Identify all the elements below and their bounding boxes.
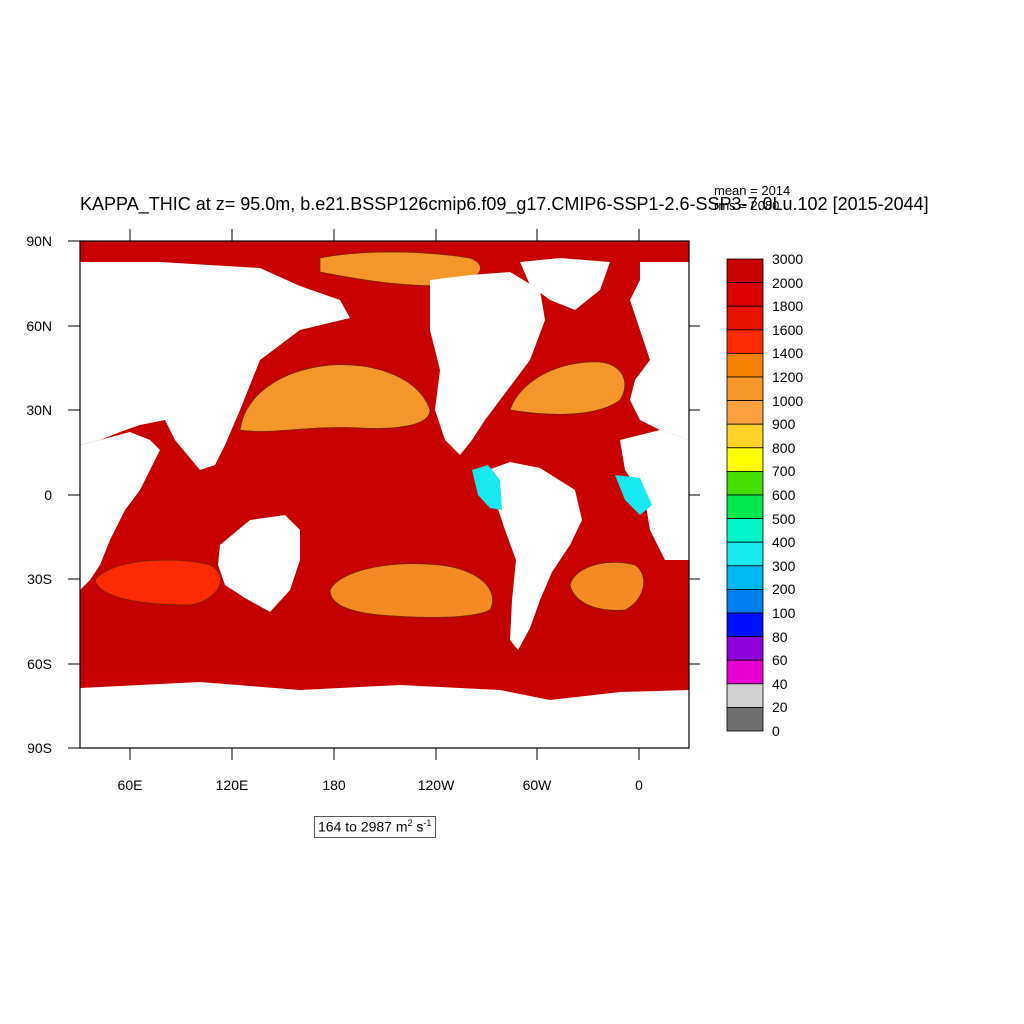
colorbar-swatch: [726, 329, 764, 354]
colorbar-swatch: [726, 518, 764, 543]
colorbar-swatch: [726, 494, 764, 520]
colorbar-swatch: [726, 400, 764, 425]
south-atlantic-gyre: [569, 562, 644, 611]
mean-value: mean = 2014: [714, 183, 791, 198]
colorbar-label: 1000: [772, 392, 804, 409]
north-pacific-gyre: [239, 364, 431, 432]
colorbar-label: 1400: [772, 345, 804, 362]
lat-label: 60S: [27, 656, 52, 672]
colorbar-swatch: [726, 589, 764, 614]
lat-label: 60N: [26, 318, 52, 334]
colorbar-swatch: [726, 707, 764, 732]
colorbar-swatch: [726, 541, 764, 567]
range-exp-1: 2: [407, 818, 413, 828]
europe-east: [630, 262, 689, 440]
colorbar-label: 60: [772, 652, 788, 669]
north-atlantic-gyre: [509, 361, 626, 415]
lon-label: 0: [635, 777, 643, 793]
colorbar-label: 600: [772, 487, 796, 503]
colorbar-swatch: [726, 352, 764, 378]
antarctica: [80, 682, 689, 748]
colorbar-label: 500: [772, 510, 796, 527]
colorbar-swatch: [726, 423, 764, 449]
colorbar-label: 2000: [772, 274, 804, 291]
lon-label: 60W: [522, 777, 552, 793]
colorbar-label: 700: [772, 463, 796, 480]
plot-title: KAPPA_THIC at z= 95.0m, b.e21.BSSP126cmi…: [80, 194, 929, 214]
indian-ocean-gyre: [94, 559, 221, 606]
lon-label: 120E: [215, 777, 249, 793]
colorbar-label: 200: [772, 581, 796, 598]
south-america: [488, 462, 582, 650]
east-atlantic-tongue: [615, 475, 652, 515]
colorbar-label: 40: [772, 675, 788, 692]
colorbar-label: 400: [772, 534, 796, 551]
australia: [218, 515, 300, 612]
colorbar-swatch: [726, 282, 764, 307]
colorbar-label: 80: [772, 628, 788, 645]
colorbar-swatch: [726, 447, 764, 472]
colorbar-swatch: [726, 376, 764, 402]
range-exp-2: -1: [423, 818, 432, 828]
colorbar-swatch: [726, 636, 764, 661]
colorbar-swatch: [726, 258, 764, 284]
colorbar-swatch: [726, 659, 764, 685]
colorbar: [726, 258, 764, 732]
colorbar-label: 300: [772, 557, 796, 574]
colorbar-swatch: [726, 683, 764, 708]
stats-block: mean = 2014 rms = 2080: [714, 183, 790, 213]
africa-east: [620, 430, 689, 560]
east-pacific-tongue: [472, 465, 502, 510]
arctic-orange: [319, 251, 481, 286]
lat-label: 90N: [26, 233, 52, 249]
colorbar-label: 1200: [772, 369, 804, 385]
colorbar-label: 1800: [772, 298, 804, 315]
colorbar-label: 100: [772, 605, 796, 621]
colorbar-label: 900: [772, 416, 796, 433]
colorbar-label: 3000: [772, 251, 804, 267]
lat-label: 0: [44, 487, 52, 503]
colorbar-swatch: [726, 305, 764, 331]
colorbar-swatch: [726, 612, 764, 638]
eurasia: [80, 262, 350, 470]
colorbar-swatch: [726, 565, 764, 590]
axis-ticks: [68, 229, 700, 760]
lat-label: 30N: [26, 402, 52, 418]
lat-label: 90S: [27, 740, 52, 756]
north-america: [430, 272, 545, 455]
colorbar-label: 800: [772, 439, 796, 456]
range-unit: s: [412, 818, 424, 835]
rms-value: rms = 2080: [714, 198, 780, 213]
range-label-box: 164 to 2987 m2 s-1: [314, 816, 437, 838]
colorbar-swatch: [726, 470, 764, 496]
south-pacific-gyre: [329, 563, 493, 618]
lon-label: 180: [322, 777, 346, 793]
colorbar-label: 1600: [772, 321, 804, 338]
lon-label: 120W: [417, 777, 455, 793]
land-masses: [80, 258, 689, 748]
africa: [80, 432, 160, 590]
colorbar-label: 20: [772, 699, 788, 716]
lat-label: 30S: [27, 571, 52, 587]
range-text: 164 to 2987 m: [318, 818, 408, 835]
colorbar-label: 0: [772, 723, 780, 739]
greenland: [520, 258, 610, 310]
lon-label: 60E: [117, 777, 143, 793]
